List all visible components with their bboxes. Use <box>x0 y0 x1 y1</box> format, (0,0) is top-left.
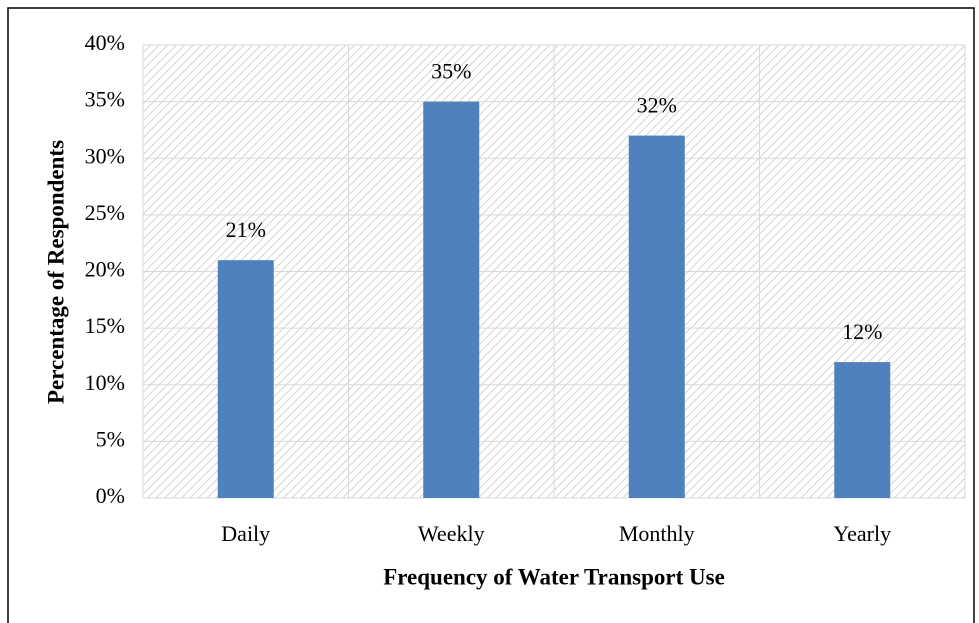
y-tick-label: 15% <box>85 313 125 338</box>
bar <box>834 362 891 498</box>
data-label: 12% <box>842 319 882 344</box>
bar <box>217 260 274 498</box>
y-tick-label: 25% <box>85 200 125 225</box>
y-tick-label: 5% <box>96 426 125 451</box>
x-tick-label: Yearly <box>833 521 891 546</box>
frame <box>7 7 975 623</box>
data-label: 35% <box>431 59 471 84</box>
x-tick-label: Weekly <box>418 521 485 546</box>
bar <box>628 135 685 498</box>
x-tick-label: Daily <box>221 521 270 546</box>
x-tick-label: Monthly <box>619 521 695 546</box>
y-tick-label: 30% <box>85 143 125 168</box>
y-axis-title: Percentage of Respondents <box>43 140 68 404</box>
y-tick-label: 20% <box>85 257 125 282</box>
x-axis-title: Frequency of Water Transport Use <box>383 564 725 589</box>
y-tick-label: 0% <box>96 483 125 508</box>
y-tick-label: 40% <box>85 30 125 55</box>
y-tick-label: 35% <box>85 87 125 112</box>
y-tick-label: 10% <box>85 370 125 395</box>
data-label: 21% <box>226 217 266 242</box>
data-label: 32% <box>637 93 677 118</box>
bar <box>423 101 480 498</box>
